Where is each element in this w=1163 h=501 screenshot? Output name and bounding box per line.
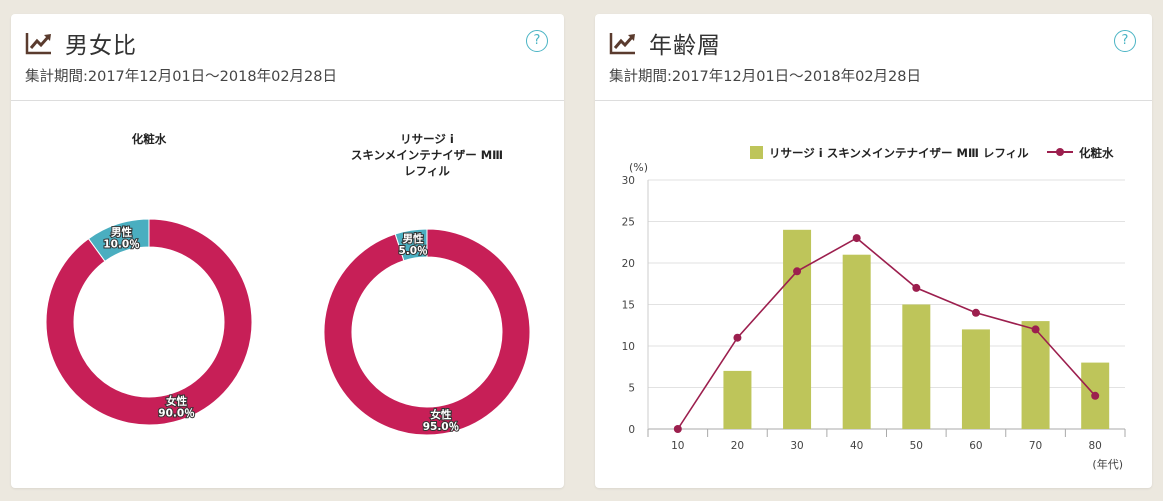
line-point-40[interactable] (852, 234, 861, 243)
bar-60[interactable] (961, 329, 990, 429)
y-tick-0: 0 (628, 424, 635, 436)
donut-pct-1-1: 95.0％ (423, 421, 459, 433)
line-point-80[interactable] (1091, 391, 1100, 400)
line-series (677, 237, 1096, 430)
y-tick-10: 10 (622, 341, 635, 353)
gender-period: 集計期間:2017年12月01日～2018年02月28日 (25, 69, 337, 85)
x-tick-30: 30 (790, 440, 803, 452)
legend-bar-label[interactable]: リサージ i スキンメインテナイザー MⅢ レフィル (769, 146, 1029, 160)
donut-pct-0-1: 90.0％ (158, 408, 194, 420)
donut-slice-female-1[interactable] (323, 228, 531, 436)
bar-40[interactable] (842, 254, 871, 429)
age-combo-chart: リサージ i スキンメインテナイザー MⅢ レフィル 化粧水 (%) 0 5 10 15 20… (622, 146, 1126, 471)
bar-50[interactable] (902, 304, 931, 430)
bar-70[interactable] (1021, 321, 1050, 429)
donut-label-0-0: 男性 (111, 225, 132, 238)
y-tick-15: 15 (622, 300, 635, 312)
legend-bar-swatch (750, 146, 763, 159)
donut-pct-1-0: 5.0％ (399, 245, 428, 257)
donut-label-0-1: 女性 (166, 395, 187, 408)
line-point-70[interactable] (1031, 325, 1040, 334)
legend-line-dot (1056, 148, 1064, 156)
x-tick-10: 10 (671, 440, 684, 452)
x-tick-70: 70 (1029, 440, 1042, 452)
y-tick-5: 5 (628, 383, 635, 395)
x-tick-40: 40 (850, 440, 863, 452)
legend-line-label[interactable]: 化粧水 (1079, 146, 1114, 160)
donut-pct-0-0: 10.0％ (103, 238, 139, 250)
age-help-icon[interactable]: ? (1114, 30, 1136, 52)
gender-title-row: 男女比 (25, 26, 137, 60)
donut-title-1-2: レフィル (404, 164, 450, 178)
gender-card-title: 男女比 (65, 33, 137, 59)
trend-chart-icon (609, 33, 635, 55)
y-tick-30: 30 (622, 175, 635, 187)
donut-title-1-0: リサージ i (400, 132, 454, 146)
x-tick-60: 60 (969, 440, 982, 452)
y-tick-20: 20 (622, 258, 635, 270)
line-point-10[interactable] (673, 425, 682, 433)
x-tick-80: 80 (1089, 440, 1102, 452)
x-axis-label: (年代) (1092, 457, 1123, 471)
donut-title-0-0: 化粧水 (132, 132, 167, 146)
line-point-20[interactable] (733, 333, 742, 342)
trend-chart-icon (25, 33, 51, 55)
donut-slice-female-0[interactable] (45, 218, 253, 426)
y-axis-label: (%) (629, 161, 648, 174)
donut-title-1-1: スキンメインテナイザー MⅢ (351, 148, 503, 162)
line-point-60[interactable] (971, 308, 980, 317)
age-title-row: 年齢層 (609, 26, 721, 60)
age-period: 集計期間:2017年12月01日～2018年02月28日 (609, 69, 921, 85)
donut-label-1-0: 男性 (403, 232, 424, 245)
bar-20[interactable] (723, 370, 752, 429)
x-tick-50: 50 (910, 440, 923, 452)
donut-label-1-1: 女性 (430, 408, 451, 421)
x-tick-20: 20 (731, 440, 744, 452)
gender-ratio-card: 男女比 集計期間:2017年12月01日～2018年02月28日 ? 化粧水男性… (11, 14, 564, 488)
gender-help-icon[interactable]: ? (526, 30, 548, 52)
line-point-50[interactable] (912, 283, 921, 292)
y-tick-25: 25 (622, 217, 635, 229)
age-card-header: 年齢層 集計期間:2017年12月01日～2018年02月28日 ? (595, 14, 1152, 101)
gender-card-header: 男女比 集計期間:2017年12月01日～2018年02月28日 ? (11, 14, 564, 101)
line-point-30[interactable] (793, 267, 802, 276)
age-distribution-card: 年齢層 集計期間:2017年12月01日～2018年02月28日 ? リサージ … (595, 14, 1152, 488)
bar-30[interactable] (783, 229, 812, 429)
age-card-title: 年齢層 (649, 33, 721, 59)
